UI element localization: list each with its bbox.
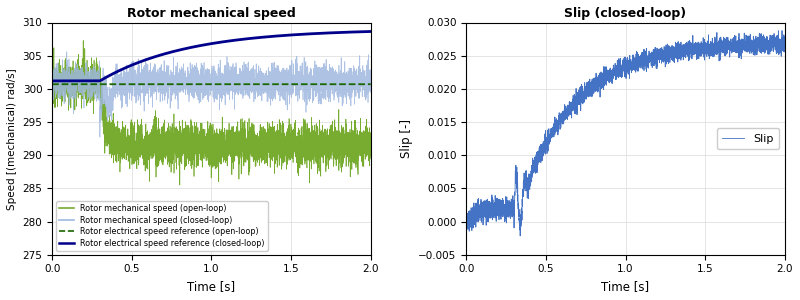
Rotor mechanical speed (open-loop): [258, 129, 267, 133]
Rotor mechanical speed (open-loop): [366, 154, 375, 158]
Slip: [462, 220, 471, 223]
Rotor electrical speed reference (open-loop): [334, 82, 344, 86]
Rotor mechanical speed (closed-loop): [95, 135, 105, 139]
X-axis label: Time [s]: Time [s]: [187, 280, 235, 293]
Rotor mechanical speed (open-loop): [200, 144, 210, 148]
Rotor electrical speed reference (closed-loop): [334, 31, 344, 34]
Rotor electrical speed reference (open-loop): [185, 82, 194, 86]
Rotor mechanical speed (closed-loop): [258, 71, 267, 74]
Rotor mechanical speed (open-loop): [274, 131, 283, 134]
Rotor mechanical speed (closed-loop): [47, 80, 57, 84]
Rotor electrical speed reference (closed-loop): [200, 43, 210, 46]
Rotor electrical speed reference (open-loop): [47, 82, 57, 86]
Slip: [515, 234, 525, 238]
Legend: Slip: Slip: [717, 128, 779, 149]
Y-axis label: Slip [-]: Slip [-]: [400, 119, 413, 158]
Rotor electrical speed reference (closed-loop): [185, 46, 194, 50]
Rotor electrical speed reference (closed-loop): [257, 35, 266, 39]
Rotor electrical speed reference (open-loop): [366, 82, 375, 86]
Rotor electrical speed reference (closed-loop): [47, 79, 57, 83]
X-axis label: Time [s]: Time [s]: [602, 280, 650, 293]
Slip: [758, 46, 768, 50]
Rotor mechanical speed (open-loop): [335, 161, 345, 165]
Rotor mechanical speed (open-loop): [175, 183, 185, 187]
Slip: [780, 41, 790, 45]
Line: Slip: Slip: [466, 31, 785, 236]
Slip: [688, 53, 698, 56]
Rotor electrical speed reference (open-loop): [200, 82, 210, 86]
Rotor mechanical speed (closed-loop): [366, 79, 375, 83]
Slip: [614, 67, 623, 71]
Rotor mechanical speed (closed-loop): [345, 75, 354, 79]
Line: Rotor mechanical speed (closed-loop): Rotor mechanical speed (closed-loop): [52, 52, 370, 137]
Rotor mechanical speed (open-loop): [186, 152, 195, 156]
Title: Rotor mechanical speed: Rotor mechanical speed: [127, 7, 296, 20]
Line: Rotor electrical speed reference (closed-loop): Rotor electrical speed reference (closed…: [52, 32, 370, 81]
Line: Rotor mechanical speed (open-loop): Rotor mechanical speed (open-loop): [52, 40, 370, 185]
Rotor electrical speed reference (closed-loop): [274, 34, 283, 38]
Rotor mechanical speed (open-loop): [78, 39, 88, 42]
Rotor mechanical speed (closed-loop): [200, 82, 210, 85]
Rotor mechanical speed (closed-loop): [62, 50, 71, 54]
Y-axis label: Speed [(mechanical) rad/s]: Speed [(mechanical) rad/s]: [7, 68, 17, 209]
Rotor electrical speed reference (open-loop): [257, 82, 266, 86]
Title: Slip (closed-loop): Slip (closed-loop): [565, 7, 686, 20]
Slip: [599, 77, 609, 80]
Rotor mechanical speed (open-loop): [345, 154, 354, 158]
Rotor mechanical speed (closed-loop): [335, 85, 345, 88]
Rotor electrical speed reference (open-loop): [344, 82, 354, 86]
Rotor electrical speed reference (closed-loop): [344, 30, 354, 34]
Slip: [671, 56, 681, 59]
Slip: [778, 29, 787, 32]
Rotor mechanical speed (open-loop): [47, 82, 57, 86]
Rotor electrical speed reference (open-loop): [274, 82, 283, 86]
Legend: Rotor mechanical speed (open-loop), Rotor mechanical speed (closed-loop), Rotor : Rotor mechanical speed (open-loop), Roto…: [56, 201, 268, 251]
Rotor mechanical speed (closed-loop): [274, 78, 283, 82]
Rotor mechanical speed (closed-loop): [186, 74, 195, 78]
Rotor electrical speed reference (closed-loop): [366, 30, 375, 33]
Slip: [749, 51, 758, 55]
